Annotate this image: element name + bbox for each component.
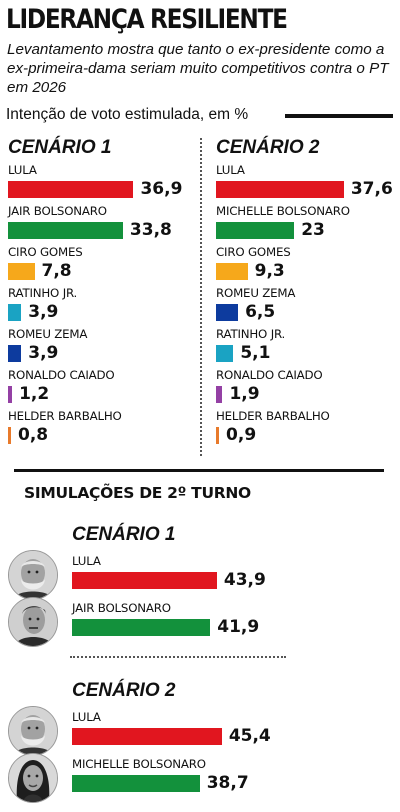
candidate-label-lula: LULA [216, 163, 245, 177]
bar-ciro-gomes [216, 263, 248, 280]
lula-photo-icon [8, 706, 58, 756]
page-subtitle: Levantamento mostra que tanto o ex-presi… [7, 41, 389, 96]
bar-michelle-bolsonaro [216, 222, 295, 239]
bar-ratinho-jr [216, 345, 234, 362]
runoff-candidate-label-michelle-bolsonaro: MICHELLE BOLSONARO [72, 757, 206, 771]
value-label-ronaldo-caiado: 1,2 [19, 384, 50, 404]
value-label-ciro-gomes: 7,8 [41, 261, 72, 281]
section-rule [14, 469, 384, 472]
scenario-title-2: CENÁRIO 2 [216, 137, 320, 158]
bar-jair-bolsonaro [8, 222, 123, 239]
lula-photo-icon [8, 550, 58, 600]
candidate-label-helder-barbalho: HELDER BARBALHO [8, 409, 122, 423]
value-label-ronaldo-caiado: 1,9 [229, 384, 260, 404]
header-rule [285, 114, 393, 118]
page-title: LIDERANÇA RESILIENTE [6, 4, 288, 35]
runoff-candidate-label-lula: LULA [72, 710, 101, 724]
value-label-michelle-bolsonaro: 23 [301, 220, 325, 240]
candidate-label-ciro-gomes: CIRO GOMES [8, 245, 83, 259]
runoff-value-label-lula: 45,4 [228, 726, 271, 746]
candidate-label-helder-barbalho: HELDER BARBALHO [216, 409, 330, 423]
runoff-bar-michelle-bolsonaro [72, 775, 200, 792]
runoff-section-title: SIMULAÇÕES DE 2º TURNO [24, 484, 251, 502]
value-label-lula: 36,9 [140, 179, 183, 199]
runoff-bar-lula [72, 728, 222, 745]
value-label-ratinho-jr: 3,9 [28, 302, 59, 322]
michelle-bolsonaro-photo-icon [8, 753, 58, 803]
column-divider [200, 138, 202, 456]
value-label-romeu-zema: 3,9 [28, 343, 59, 363]
runoff-value-label-jair-bolsonaro: 41,9 [217, 617, 260, 637]
runoff-scenario-title-1: CENÁRIO 1 [72, 524, 176, 545]
bar-ratinho-jr [8, 304, 22, 321]
bar-helder-barbalho [8, 427, 11, 444]
candidate-label-ratinho-jr: RATINHO JR. [216, 327, 286, 341]
bar-ronaldo-caiado [216, 386, 223, 403]
runoff-value-label-michelle-bolsonaro: 38,7 [206, 773, 249, 793]
bar-romeu-zema [8, 345, 22, 362]
runoff-bar-lula [72, 572, 217, 589]
candidate-label-ciro-gomes: CIRO GOMES [216, 245, 291, 259]
bar-ciro-gomes [8, 263, 35, 280]
candidate-label-ronaldo-caiado: RONALDO CAIADO [216, 368, 323, 382]
runoff-scenario-title-2: CENÁRIO 2 [72, 680, 176, 701]
value-label-helder-barbalho: 0,8 [18, 425, 49, 445]
runoff-candidate-label-lula: LULA [72, 554, 101, 568]
value-label-ciro-gomes: 9,3 [254, 261, 285, 281]
bar-romeu-zema [216, 304, 239, 321]
value-label-ratinho-jr: 5,1 [240, 343, 271, 363]
candidate-label-michelle-bolsonaro: MICHELLE BOLSONARO [216, 204, 350, 218]
runoff-value-label-lula: 43,9 [223, 570, 266, 590]
candidate-label-ronaldo-caiado: RONALDO CAIADO [8, 368, 115, 382]
runoff-candidate-label-jair-bolsonaro: JAIR BOLSONARO [72, 601, 171, 615]
axis-title: Intenção de voto estimulada, em % [6, 106, 249, 123]
scenario-title-1: CENÁRIO 1 [8, 137, 112, 158]
candidate-label-romeu-zema: ROMEU ZEMA [8, 327, 88, 341]
bar-lula [216, 181, 344, 198]
runoff-divider [70, 656, 286, 658]
runoff-bar-jair-bolsonaro [72, 619, 211, 636]
candidate-label-lula: LULA [8, 163, 37, 177]
candidate-label-ratinho-jr: RATINHO JR. [8, 286, 78, 300]
value-label-lula: 37,6 [350, 179, 393, 199]
value-label-helder-barbalho: 0,9 [226, 425, 257, 445]
bar-helder-barbalho [216, 427, 220, 444]
bar-ronaldo-caiado [8, 386, 13, 403]
value-label-romeu-zema: 6,5 [245, 302, 276, 322]
value-label-jair-bolsonaro: 33,8 [129, 220, 172, 240]
candidate-label-jair-bolsonaro: JAIR BOLSONARO [8, 204, 107, 218]
candidate-label-romeu-zema: ROMEU ZEMA [216, 286, 296, 300]
bar-lula [8, 181, 134, 198]
jair-bolsonaro-photo-icon [8, 597, 58, 647]
